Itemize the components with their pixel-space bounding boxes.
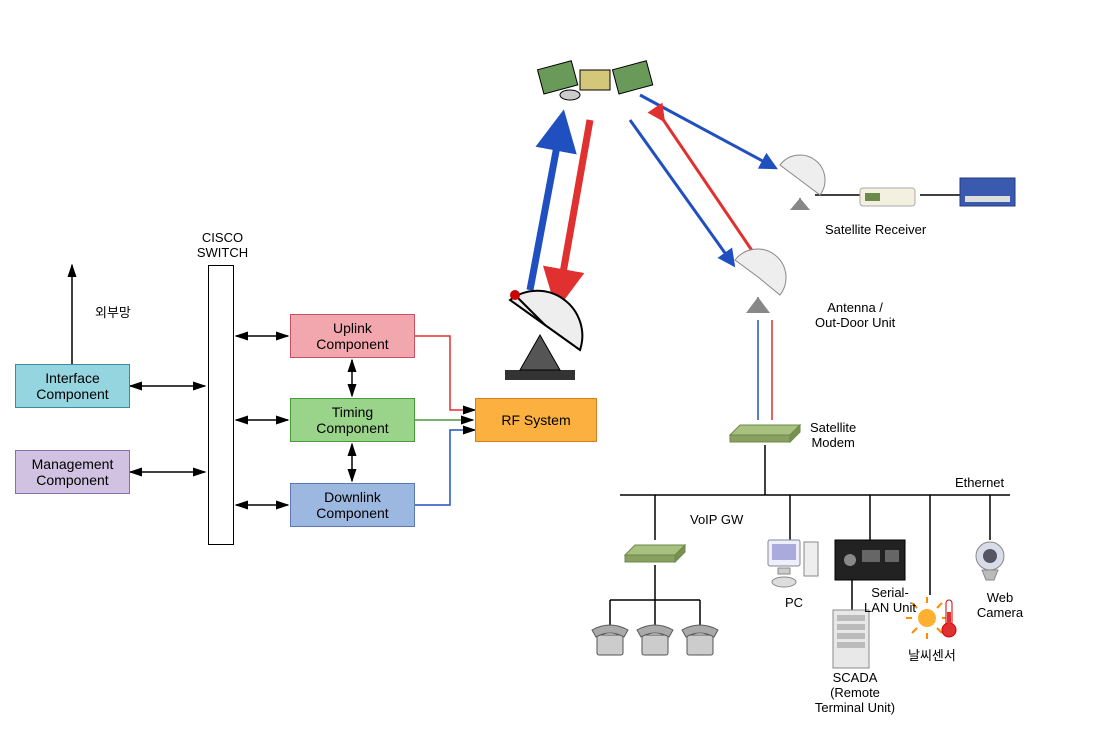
- serial-lan-icon: [835, 540, 905, 580]
- sat-receiver-label: Satellite Receiver: [825, 222, 926, 237]
- serial-lan-label: Serial-LAN Unit: [855, 585, 925, 615]
- management-box: ManagementComponent: [15, 450, 130, 494]
- satellite-icon: [537, 61, 652, 100]
- scada-icon: [833, 610, 869, 668]
- receiver-dish-icon: [780, 155, 825, 210]
- voip-gw-icon: [625, 545, 685, 562]
- pc-label: PC: [785, 595, 803, 610]
- cisco-label: CISCOSWITCH: [185, 230, 260, 260]
- antenna-dish-icon: [735, 249, 786, 313]
- weather-label: 날씨센서: [908, 645, 956, 664]
- server-box-icon: [960, 178, 1015, 206]
- sat-modem-icon: [730, 425, 800, 442]
- pc-icon: [768, 540, 818, 587]
- receiver-modem-icon: [860, 188, 915, 206]
- phone-icon: [682, 625, 718, 655]
- timing-box: TimingComponent: [290, 398, 415, 442]
- downlink-box: DownlinkComponent: [290, 483, 415, 527]
- diagram-svg: [0, 0, 1095, 751]
- phone-icon: [592, 625, 628, 655]
- webcam-label: WebCamera: [970, 590, 1030, 620]
- ground-dish-icon: [505, 290, 582, 380]
- sat-modem-label: SatelliteModem: [810, 420, 856, 450]
- rf-system-box: RF System: [475, 398, 597, 442]
- webcam-icon: [976, 542, 1004, 580]
- interface-box: InterfaceComponent: [15, 364, 130, 408]
- ethernet-label: Ethernet: [955, 475, 1004, 490]
- voip-label: VoIP GW: [690, 512, 743, 527]
- phone-icon: [637, 625, 673, 655]
- ext-net-label: 외부망: [95, 302, 131, 321]
- antenna-label: Antenna /Out-Door Unit: [815, 300, 895, 330]
- uplink-box: UplinkComponent: [290, 314, 415, 358]
- cisco-switch-box: [208, 265, 234, 545]
- scada-label: SCADA(RemoteTerminal Unit): [810, 670, 900, 715]
